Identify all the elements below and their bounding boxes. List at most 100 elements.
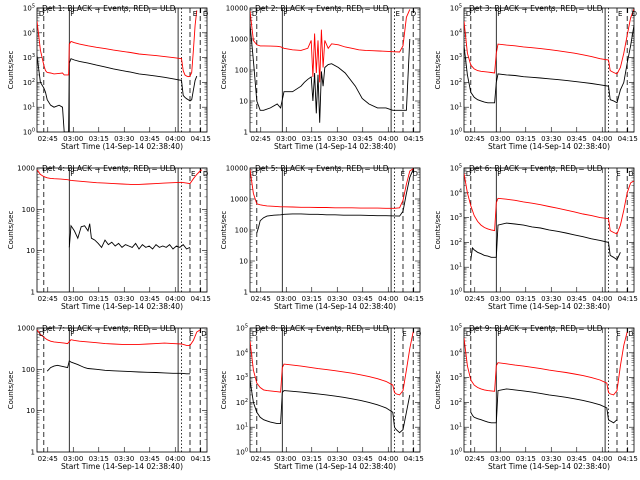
x-axis-label: Start Time (14-Sep-14 02:38:40) (488, 462, 610, 471)
y-tick-label: 102 (236, 398, 248, 407)
y-tick-label: 100 (22, 366, 35, 374)
x-tick-label: 03:45 (567, 135, 587, 143)
panel-title: Det 9: BLACK = Events, RED = ULD (469, 324, 603, 333)
event-marker-label: F (497, 330, 501, 338)
x-tick-label: 04:00 (165, 455, 185, 463)
y-tick-label: 1000 (230, 196, 248, 204)
events-series-line (470, 388, 618, 424)
event-marker-label: E (402, 330, 406, 338)
event-marker-label: E (396, 10, 400, 18)
y-tick-label: 10 (26, 247, 35, 255)
y-axis-label: Counts/sec (7, 211, 15, 250)
y-tick-label: 101 (450, 263, 462, 272)
x-tick-label: 03:15 (89, 135, 109, 143)
x-axis-label: Start Time (14-Sep-14 02:38:40) (274, 462, 396, 471)
y-tick-label: 104 (23, 28, 35, 37)
y-tick-label: 105 (23, 4, 35, 13)
x-tick-label: 04:00 (592, 135, 612, 143)
events-series-line (464, 25, 634, 104)
x-tick-label: 04:00 (378, 295, 398, 303)
y-tick-label: 104 (450, 188, 462, 197)
y-tick-label: 102 (450, 398, 462, 407)
uld-series-line (250, 331, 414, 396)
detector-panel-2: 1 10 100 1000 10000 02:45 03:00 03:15 03:30 03:45… (220, 4, 424, 151)
y-tick-label: 1000 (17, 325, 35, 333)
y-tick-label: 10000 (226, 5, 248, 13)
x-tick-label: 04:00 (592, 295, 612, 303)
event-marker-label: D (252, 170, 257, 178)
x-axis-label: Start Time (14-Sep-14 02:38:40) (274, 302, 396, 311)
x-tick-label: 02:45 (251, 295, 271, 303)
x-tick-label: 03:00 (276, 455, 296, 463)
event-marker-label: D (203, 170, 208, 178)
event-marker-label: F (283, 10, 287, 18)
y-tick-label: 105 (450, 4, 462, 13)
x-tick-label: 03:15 (89, 295, 109, 303)
y-axis-label: Counts/sec (434, 371, 442, 410)
y-tick-label: 102 (23, 78, 35, 87)
y-tick-label: 1000 (17, 165, 35, 173)
event-marker-label: E (189, 330, 193, 338)
x-tick-label: 04:15 (191, 135, 211, 143)
event-marker-label: F (283, 170, 287, 178)
x-tick-label: 03:00 (63, 455, 83, 463)
x-tick-label: 04:15 (404, 455, 424, 463)
x-tick-label: 03:30 (541, 135, 561, 143)
uld-series-line (464, 331, 628, 396)
event-marker-label: F (283, 330, 287, 338)
panel-title: Det 1: BLACK = Events, RED = ULD (42, 4, 176, 13)
plot-frame (463, 327, 635, 453)
x-tick-label: 04:15 (404, 295, 424, 303)
x-axis-label: Start Time (14-Sep-14 02:38:40) (274, 142, 396, 151)
y-tick-label: 100 (450, 448, 462, 457)
uld-series-line (464, 8, 634, 75)
y-tick-label: 105 (236, 324, 248, 333)
y-axis-label: Counts/sec (434, 211, 442, 250)
panel-title: Det 5: BLACK = Events, RED = ULD (255, 164, 389, 173)
events-series-line (256, 169, 414, 234)
x-tick-label: 03:15 (516, 455, 536, 463)
event-marker-label: D (466, 330, 471, 338)
y-tick-label: 101 (450, 103, 462, 112)
event-marker-label: E (616, 170, 620, 178)
panel-title: Det 6: BLACK = Events, RED = ULD (469, 164, 603, 173)
y-tick-label: 100 (22, 206, 35, 214)
x-tick-label: 03:15 (302, 455, 322, 463)
event-marker-label: F (497, 10, 501, 18)
uld-series-line (464, 173, 634, 235)
x-tick-label: 03:30 (114, 295, 134, 303)
x-tick-label: 02:45 (251, 135, 271, 143)
x-tick-label: 04:00 (378, 135, 398, 143)
x-tick-label: 03:45 (140, 455, 160, 463)
x-tick-label: 04:15 (191, 295, 211, 303)
events-series-line (470, 222, 621, 261)
y-tick-label: 100 (236, 448, 248, 457)
x-tick-label: 03:00 (63, 295, 83, 303)
y-axis-label: Counts/sec (434, 51, 442, 90)
uld-series-line (250, 168, 414, 209)
y-tick-label: 1 (31, 449, 35, 457)
y-tick-label: 100 (450, 288, 462, 297)
x-tick-label: 02:45 (465, 135, 485, 143)
event-marker-label: F (70, 330, 74, 338)
y-tick-label: 1 (31, 289, 35, 297)
x-tick-label: 03:45 (353, 135, 373, 143)
detector-panel-8: 100 101 102 103 104 105 02:45 03:00 03:15 03:30 03… (220, 324, 424, 472)
x-tick-label: 03:45 (140, 295, 160, 303)
x-tick-label: 02:45 (465, 455, 485, 463)
event-marker-label: E (401, 170, 405, 178)
y-tick-label: 101 (450, 423, 462, 432)
x-tick-label: 04:15 (404, 135, 424, 143)
x-tick-label: 02:45 (38, 455, 58, 463)
panel-title: Det 2: BLACK = Events, RED = ULD (255, 4, 389, 13)
x-tick-label: 03:30 (541, 455, 561, 463)
event-marker-label: E (193, 10, 197, 18)
x-tick-label: 03:00 (276, 295, 296, 303)
event-marker-label: D (252, 330, 257, 338)
plot-frame (36, 167, 208, 293)
y-tick-label: 102 (450, 78, 462, 87)
uld-series-line (250, 9, 411, 83)
x-tick-label: 04:00 (165, 135, 185, 143)
y-tick-label: 1 (244, 289, 248, 297)
y-tick-label: 105 (450, 164, 462, 173)
